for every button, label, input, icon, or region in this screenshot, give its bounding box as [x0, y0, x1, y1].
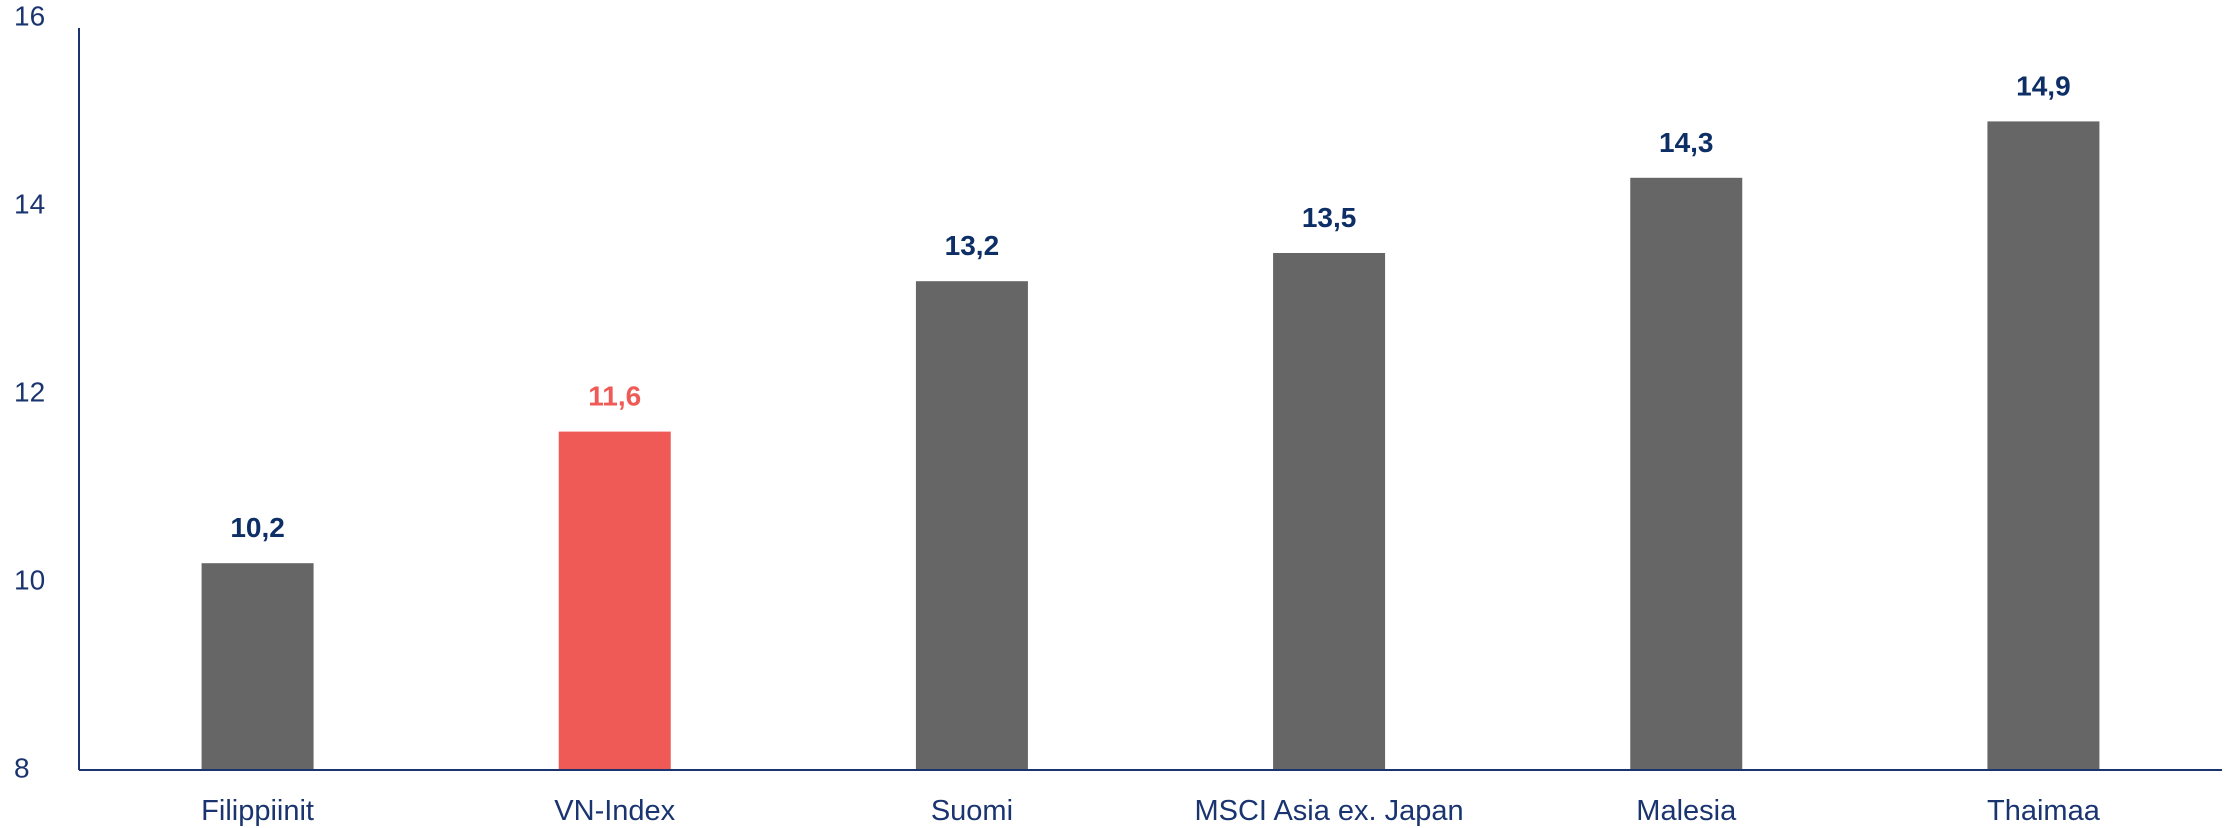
category-label: Thaimaa: [1987, 795, 2101, 827]
y-tick-label: 8: [14, 752, 30, 783]
data-labels: 10,2 11,6 13,2 13,5 14,3 14,9: [230, 70, 2070, 543]
data-label: 13,5: [1302, 202, 1357, 233]
category-label: VN-Index: [554, 795, 675, 827]
category-label: Filippiinit: [201, 795, 314, 827]
y-tick-label: 12: [14, 376, 45, 407]
y-tick-label: 10: [14, 564, 45, 595]
y-axis-ticks: 8 10 12 14 16: [14, 0, 45, 783]
bar: [1987, 121, 2100, 770]
category-label: MSCI Asia ex. Japan: [1194, 795, 1463, 827]
data-label: 14,3: [1659, 127, 1714, 158]
bars: [201, 121, 2100, 771]
y-tick-label: 16: [14, 0, 45, 31]
category-label: Malesia: [1636, 795, 1737, 827]
x-axis-labels: Filippiinit VN-Index Suomi MSCI Asia ex. Ja…: [201, 795, 2101, 827]
bar: [201, 563, 314, 770]
category-label: Suomi: [931, 795, 1013, 827]
bar: [558, 431, 671, 770]
bar: [1630, 177, 1743, 771]
bar: [915, 281, 1028, 770]
y-tick-label: 14: [14, 188, 45, 219]
data-label: 11,6: [588, 381, 641, 412]
data-label: 14,9: [2016, 70, 2071, 101]
data-label: 13,2: [945, 230, 1000, 261]
bar: [1273, 253, 1386, 770]
data-label: 10,2: [230, 512, 285, 543]
